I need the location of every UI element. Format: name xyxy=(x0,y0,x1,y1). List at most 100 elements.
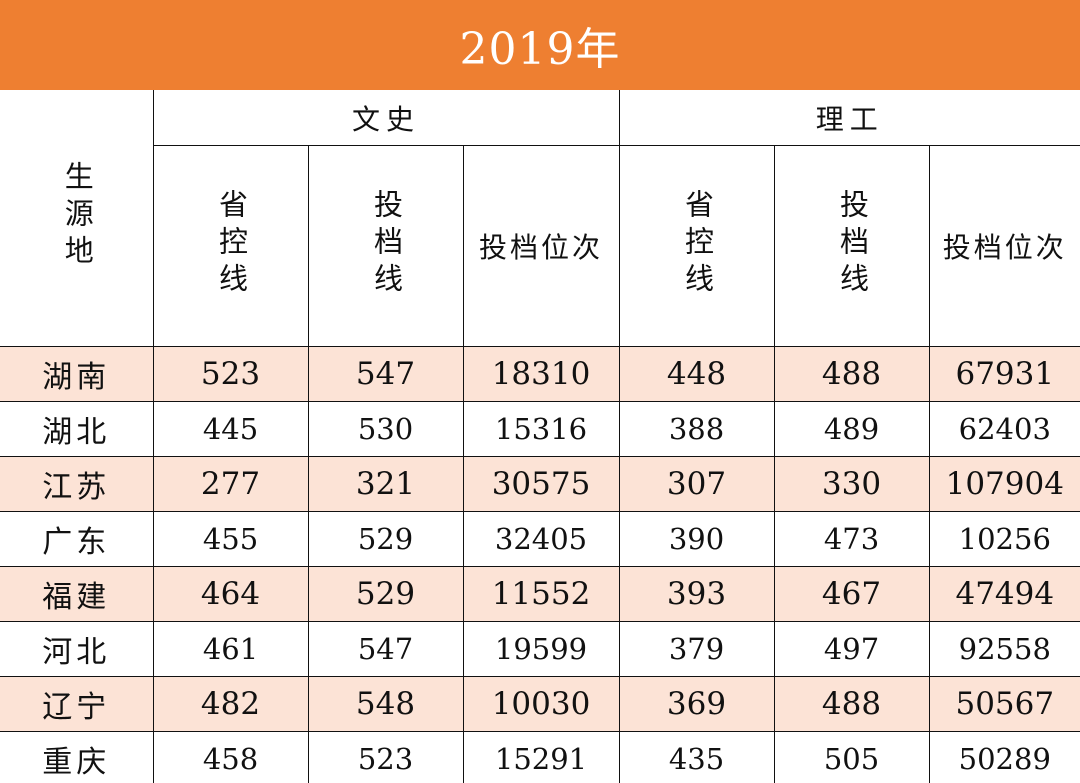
data-cell: 47494 xyxy=(928,566,1080,622)
cell-value: 530 xyxy=(357,412,414,446)
cell-value: 547 xyxy=(355,356,416,392)
data-cell: 489 xyxy=(773,401,930,457)
data-cell: 50289 xyxy=(928,731,1080,783)
data-cell: 11552 xyxy=(462,566,620,622)
cell-value: 10030 xyxy=(491,686,591,722)
province-cell: 河北 xyxy=(0,621,154,677)
cell-value: 277 xyxy=(200,466,261,502)
cell-value: 461 xyxy=(202,632,259,666)
group-header-ligong: 理工 xyxy=(618,90,1080,146)
cell-value: 18310 xyxy=(491,356,591,392)
data-cell: 10030 xyxy=(462,676,620,732)
col-header-wenshi-admission-line: 投档线 xyxy=(307,145,464,347)
data-cell: 461 xyxy=(152,621,309,677)
data-cell: 30575 xyxy=(462,456,620,512)
cell-value: 330 xyxy=(821,466,882,502)
province-cell: 辽宁 xyxy=(0,676,154,732)
data-cell: 379 xyxy=(618,621,775,677)
cell-value: 15291 xyxy=(494,742,588,776)
cell-value: 523 xyxy=(357,742,414,776)
cell-value: 497 xyxy=(823,632,880,666)
province-cell: 湖南 xyxy=(0,346,154,402)
cell-value: 50289 xyxy=(958,742,1051,776)
cell-value: 11552 xyxy=(491,576,591,612)
column-label: 省控线 xyxy=(214,188,249,300)
header-group-row: 生源地 文史 理工 xyxy=(0,90,1080,347)
data-cell: 321 xyxy=(307,456,464,512)
data-cell: 307 xyxy=(618,456,775,512)
cell-value: 10256 xyxy=(958,522,1051,556)
cell-value: 529 xyxy=(355,576,416,612)
province-cell: 江苏 xyxy=(0,456,154,512)
province-cell: 重庆 xyxy=(0,731,154,783)
cell-value: 482 xyxy=(200,686,261,722)
data-cell: 330 xyxy=(773,456,930,512)
province-cell: 福建 xyxy=(0,566,154,622)
origin-header-label: 生源地 xyxy=(60,160,95,272)
cell-value: 50567 xyxy=(955,686,1055,722)
cell-value: 473 xyxy=(823,522,880,556)
data-cell: 390 xyxy=(618,511,775,567)
column-label: 投档位次 xyxy=(942,231,1067,264)
cell-value: 464 xyxy=(200,576,261,612)
cell-value: 32405 xyxy=(494,522,588,556)
data-cell: 18310 xyxy=(462,346,620,402)
cell-value: 19599 xyxy=(494,632,588,666)
data-cell: 19599 xyxy=(462,621,620,677)
table-row: 福建 464 529 11552 393 467 47494 xyxy=(0,566,1080,622)
data-cell: 67931 xyxy=(928,346,1080,402)
data-cell: 32405 xyxy=(462,511,620,567)
cell-value: 548 xyxy=(355,686,416,722)
data-cell: 473 xyxy=(773,511,930,567)
province-cell: 广东 xyxy=(0,511,154,567)
cell-value: 547 xyxy=(357,632,414,666)
cell-value: 67931 xyxy=(955,356,1055,392)
column-label: 省控线 xyxy=(680,188,715,300)
table-row: 广东 455 529 32405 390 473 10256 xyxy=(0,511,1080,567)
cell-value: 529 xyxy=(357,522,414,556)
col-header-ligong-admission-line: 投档线 xyxy=(773,145,930,347)
data-cell: 488 xyxy=(773,346,930,402)
table-row: 湖北 445 530 15316 388 489 62403 xyxy=(0,401,1080,457)
data-cell: 393 xyxy=(618,566,775,622)
data-cell: 488 xyxy=(773,676,930,732)
data-cell: 548 xyxy=(307,676,464,732)
cell-value: 523 xyxy=(200,356,261,392)
cell-value: 369 xyxy=(666,686,727,722)
data-cell: 547 xyxy=(307,621,464,677)
cell-value: 321 xyxy=(355,466,416,502)
data-cell: 107904 xyxy=(928,456,1080,512)
cell-value: 489 xyxy=(823,412,880,446)
cell-value: 62403 xyxy=(958,412,1051,446)
data-cell: 497 xyxy=(773,621,930,677)
cell-value: 445 xyxy=(202,412,259,446)
cell-value: 393 xyxy=(666,576,727,612)
data-cell: 277 xyxy=(152,456,309,512)
col-header-ligong-provincial-line: 省控线 xyxy=(618,145,775,347)
cell-value: 47494 xyxy=(955,576,1055,612)
cell-value: 15316 xyxy=(494,412,588,446)
data-cell: 15291 xyxy=(462,731,620,783)
col-header-wenshi-provincial-line: 省控线 xyxy=(153,145,309,347)
cell-value: 92558 xyxy=(958,632,1051,666)
cell-value: 488 xyxy=(821,686,882,722)
data-cell: 445 xyxy=(152,401,309,457)
data-cell: 10256 xyxy=(928,511,1080,567)
province-name: 河北 xyxy=(42,635,111,670)
data-cell: 369 xyxy=(618,676,775,732)
cell-value: 455 xyxy=(202,522,259,556)
data-cell: 523 xyxy=(152,346,309,402)
origin-header-cell: 生源地 xyxy=(0,90,154,347)
data-cell: 529 xyxy=(307,511,464,567)
data-cell: 455 xyxy=(152,511,309,567)
column-label: 投档线 xyxy=(835,188,870,300)
cell-value: 435 xyxy=(668,742,725,776)
cell-value: 390 xyxy=(668,522,725,556)
table-row: 江苏 277 321 30575 307 330 107904 xyxy=(0,456,1080,512)
column-label: 投档线 xyxy=(369,188,404,300)
column-label: 投档位次 xyxy=(479,231,604,264)
data-cell: 505 xyxy=(773,731,930,783)
cell-value: 488 xyxy=(821,356,882,392)
data-cell: 15316 xyxy=(462,401,620,457)
